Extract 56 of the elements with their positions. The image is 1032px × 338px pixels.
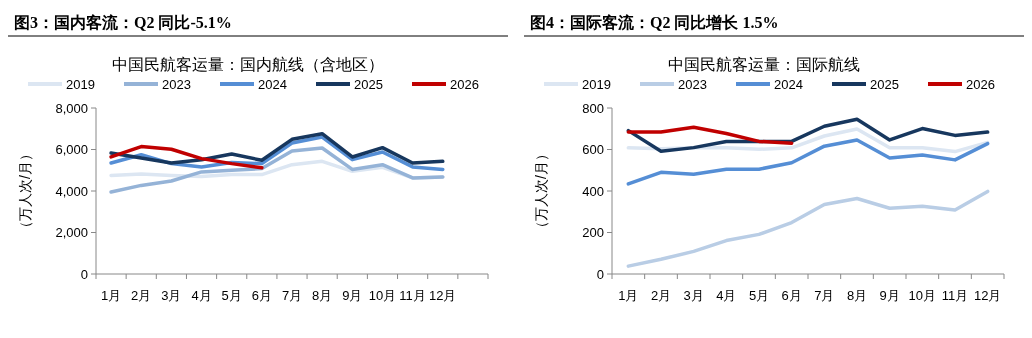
legend-label: 2026 bbox=[966, 76, 995, 92]
chart-subtitle: 中国民航客运量：国际航线 bbox=[668, 56, 860, 73]
x-tick-label: 7月 bbox=[814, 288, 835, 303]
x-tick-label: 6月 bbox=[781, 288, 802, 303]
x-tick-label: 8月 bbox=[846, 288, 868, 303]
x-tick-label: 3月 bbox=[161, 288, 182, 303]
legend-label: 2019 bbox=[582, 76, 611, 92]
y-tick-label: 800 bbox=[582, 100, 604, 116]
x-tick-label: 2月 bbox=[650, 288, 672, 303]
y-tick-label: 0 bbox=[596, 266, 604, 282]
legend-label: 2023 bbox=[678, 76, 707, 92]
x-tick-label: 1月 bbox=[100, 288, 122, 303]
legend-label: 2025 bbox=[354, 76, 383, 92]
y-tick-label: 0 bbox=[80, 266, 88, 282]
legend-label: 2024 bbox=[774, 76, 803, 92]
y-tick-label: 200 bbox=[582, 225, 604, 241]
x-tick-label: 4月 bbox=[191, 288, 212, 303]
x-tick-label: 1月 bbox=[618, 288, 639, 303]
y-tick-label: 6,000 bbox=[55, 142, 88, 158]
line-series bbox=[109, 131, 445, 165]
legend-label: 2023 bbox=[162, 76, 191, 92]
x-tick-label: 12月 bbox=[973, 288, 1002, 303]
x-tick-label: 9月 bbox=[342, 288, 363, 303]
x-tick-label: 9月 bbox=[879, 288, 900, 303]
chart-subtitle: 中国民航客运量：国内航线（含地区） bbox=[112, 56, 384, 73]
x-tick-label: 12月 bbox=[429, 288, 457, 303]
y-tick-label: 8,000 bbox=[55, 100, 88, 116]
x-tick-label: 2月 bbox=[131, 288, 152, 303]
chart-title: 图4：国际客流：Q2 同比增长 1.5% bbox=[530, 13, 779, 31]
y-axis-title: （万人次/月） bbox=[17, 147, 33, 235]
x-tick-label: 5月 bbox=[748, 288, 770, 303]
x-tick-label: 8月 bbox=[312, 288, 333, 303]
line-series bbox=[626, 125, 794, 146]
line-series bbox=[109, 146, 445, 194]
line-series bbox=[626, 138, 990, 186]
x-tick-label: 10月 bbox=[368, 288, 397, 303]
x-tick-label: 11月 bbox=[399, 288, 426, 303]
legend-label: 2019 bbox=[66, 76, 95, 92]
legend-label: 2024 bbox=[258, 76, 287, 92]
x-tick-label: 10月 bbox=[908, 288, 937, 303]
x-tick-label: 7月 bbox=[281, 288, 303, 303]
y-tick-label: 400 bbox=[582, 183, 604, 199]
x-tick-label: 11月 bbox=[941, 288, 969, 303]
y-tick-label: 600 bbox=[582, 142, 604, 158]
line-series bbox=[626, 189, 990, 268]
x-tick-label: 4月 bbox=[716, 288, 737, 303]
chart-title: 图3：国内客流：Q2 同比-5.1% bbox=[14, 13, 232, 31]
line-series bbox=[109, 144, 264, 170]
y-axis-title: （万人次/月） bbox=[533, 147, 549, 235]
legend-label: 2025 bbox=[870, 76, 899, 92]
legend-label: 2026 bbox=[450, 76, 479, 92]
x-tick-label: 5月 bbox=[221, 288, 242, 303]
y-tick-label: 4,000 bbox=[55, 183, 88, 199]
x-tick-label: 6月 bbox=[251, 288, 272, 303]
y-tick-label: 2,000 bbox=[55, 225, 88, 241]
x-tick-label: 3月 bbox=[683, 288, 704, 303]
